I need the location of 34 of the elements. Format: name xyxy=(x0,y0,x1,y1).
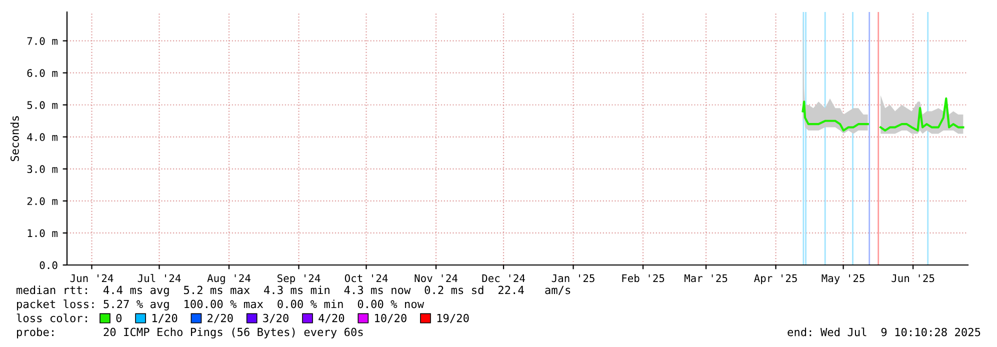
legend-label: 19/20 xyxy=(437,314,469,324)
y-tick-label: 0.0 xyxy=(40,261,58,270)
legend-label: 10/20 xyxy=(375,314,406,324)
y-tick-label: 4.0 m xyxy=(27,133,58,142)
y-tick-label: 5.0 m xyxy=(27,101,58,110)
x-tick-label: Jun '24 xyxy=(70,274,114,282)
legend-label: 4/20 xyxy=(318,314,344,324)
y-tick-label: 1.0 m xyxy=(28,229,58,238)
x-tick-label: Feb '25 xyxy=(622,274,664,282)
legend-label: 3/20 xyxy=(263,314,288,324)
text: packet loss: 5.27 % avg 100.00 % max 0.00 % min 0.00 % now xyxy=(17,300,424,310)
legend-label: 0 xyxy=(116,314,122,322)
x-tick-label: Jun '25 xyxy=(892,274,934,282)
legend-label: 2/20 xyxy=(208,314,233,324)
legend-label: 1/20 xyxy=(152,314,178,324)
text: probe: 20 ICMP Echo Pings (56 Bytes) every 60s xyxy=(17,328,363,338)
x-tick-label: Mar '25 xyxy=(684,274,728,282)
x-tick-label: Dec '24 xyxy=(482,274,525,282)
y-tick-label: 6.0 m xyxy=(27,69,58,77)
text: median rtt: 4.4 ms avg 5.2 ms max 4.3 ms min 4.3 ms now 0.2 ms sd 22.4 am/s xyxy=(16,286,570,296)
x-tick-label: Apr '25 xyxy=(754,274,797,284)
x-tick-label: Aug '24 xyxy=(207,274,250,284)
x-tick-label: Jan '25 xyxy=(552,274,594,282)
y-tick-label: 2.0 m xyxy=(27,197,58,206)
x-tick-label: Nov '24 xyxy=(414,274,458,282)
y-tick-label: 3.0 m xyxy=(27,165,58,174)
x-tick-label: Jul '24 xyxy=(138,274,181,282)
x-tick-label: Sep '24 xyxy=(278,274,320,284)
x-tick-label: Oct '24 xyxy=(344,274,388,282)
y-tick-label: 7.0 m xyxy=(27,37,58,45)
text: end: Wed Jul 9 10:10:28 2025 xyxy=(788,328,980,336)
legend-title: loss color: xyxy=(16,314,87,322)
y-axis-title: Seconds xyxy=(10,116,19,162)
x-tick-label: May '25 xyxy=(822,274,864,284)
